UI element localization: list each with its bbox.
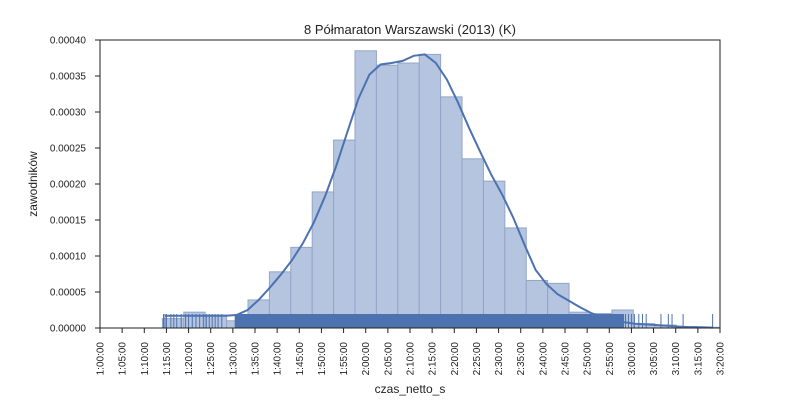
chart-title: 8 Półmaraton Warszawski (2013) (K) xyxy=(304,22,516,37)
histogram-bar xyxy=(375,64,399,329)
x-ticks: 1:00:00 1:05:00 1:10:00 1:15:00 1:20:00 1:25:… xyxy=(96,328,727,375)
x-tick-label: 3:10:00 xyxy=(671,342,682,376)
x-axis-label: czas_netto_s xyxy=(375,382,446,396)
x-tick-label: 3:00:00 xyxy=(627,342,638,376)
x-tick-label: 2:25:00 xyxy=(472,342,483,376)
x-tick-label: 2:35:00 xyxy=(516,342,527,376)
x-tick-label: 3:20:00 xyxy=(716,342,727,376)
x-tick-label: 2:15:00 xyxy=(428,342,439,376)
x-tick-label: 2:30:00 xyxy=(494,342,505,376)
y-tick-label: 0.00005 xyxy=(50,288,87,299)
histogram-bar xyxy=(354,50,377,329)
x-tick-label: 2:20:00 xyxy=(450,342,461,376)
rug-layer xyxy=(162,314,714,328)
y-tick-label: 0.00035 xyxy=(50,72,87,83)
histogram-bar xyxy=(418,53,442,329)
x-tick-label: 1:35:00 xyxy=(251,342,262,376)
y-tick-label: 0.00020 xyxy=(50,180,87,191)
x-tick-label: 1:55:00 xyxy=(339,342,350,376)
x-tick-label: 3:05:00 xyxy=(649,342,660,376)
x-tick-label: 1:15:00 xyxy=(162,342,173,376)
y-tick-label: 0.00010 xyxy=(50,252,87,263)
y-tick-label: 0.00030 xyxy=(50,108,87,119)
x-tick-label: 2:40:00 xyxy=(538,342,549,376)
histogram-bar xyxy=(204,314,228,329)
x-tick-label: 2:00:00 xyxy=(361,342,372,376)
y-ticks: 0.00000 0.00005 0.00010 0.00015 0.00020 0.000… xyxy=(50,36,100,335)
histogram-bar xyxy=(440,96,463,329)
x-tick-label: 1:20:00 xyxy=(184,342,195,376)
histogram-bar xyxy=(311,191,335,329)
histogram-bar xyxy=(183,311,206,329)
x-tick-label: 1:40:00 xyxy=(273,342,284,376)
histogram-bar xyxy=(482,180,506,329)
histogram-bar xyxy=(461,158,484,329)
bars-layer xyxy=(161,50,720,329)
x-tick-label: 2:05:00 xyxy=(383,342,394,376)
histogram-bar xyxy=(397,62,420,329)
x-tick-label: 3:15:00 xyxy=(693,342,704,376)
rug-dense-band xyxy=(234,314,625,328)
y-tick-label: 0.00025 xyxy=(50,144,87,155)
x-tick-label: 1:50:00 xyxy=(317,342,328,376)
y-axis-label: zawodników xyxy=(26,151,40,217)
x-tick-label: 2:45:00 xyxy=(561,342,572,376)
histogram-bar xyxy=(161,318,185,329)
x-tick-label: 1:05:00 xyxy=(118,342,129,376)
x-tick-label: 1:00:00 xyxy=(96,342,107,376)
x-tick-label: 2:55:00 xyxy=(605,342,616,376)
x-tick-label: 1:30:00 xyxy=(228,342,239,376)
x-tick-label: 1:25:00 xyxy=(206,342,217,376)
y-tick-label: 0.00040 xyxy=(50,36,87,47)
histogram-bar xyxy=(333,139,356,329)
x-tick-label: 1:45:00 xyxy=(295,342,306,376)
y-tick-label: 0.00015 xyxy=(50,216,87,227)
x-tick-label: 1:10:00 xyxy=(140,342,151,376)
x-tick-label: 2:50:00 xyxy=(583,342,594,376)
y-tick-label: 0.00000 xyxy=(50,324,87,335)
kde-line xyxy=(165,53,713,329)
x-tick-label: 2:10:00 xyxy=(406,342,417,376)
